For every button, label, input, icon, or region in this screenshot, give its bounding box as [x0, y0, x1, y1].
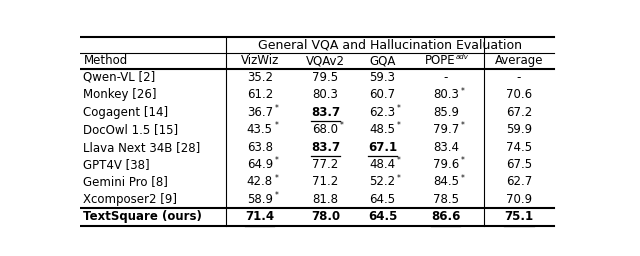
Text: 62.3: 62.3	[369, 106, 396, 119]
Text: 35.2: 35.2	[247, 71, 273, 84]
Text: 85.9: 85.9	[433, 106, 459, 119]
Text: VQAv2: VQAv2	[306, 54, 345, 67]
Text: -: -	[444, 71, 448, 84]
Text: *: *	[340, 122, 344, 131]
Text: 77.2: 77.2	[312, 158, 339, 171]
Text: 67.5: 67.5	[506, 158, 532, 171]
Text: Method: Method	[83, 54, 128, 67]
Text: Gemini Pro [8]: Gemini Pro [8]	[83, 175, 168, 188]
Text: Xcomposer2 [9]: Xcomposer2 [9]	[83, 193, 177, 206]
Text: 67.2: 67.2	[506, 106, 532, 119]
Text: 36.7: 36.7	[247, 106, 273, 119]
Text: 59.9: 59.9	[506, 123, 532, 136]
Text: 64.9: 64.9	[246, 158, 273, 171]
Text: *: *	[275, 191, 278, 200]
Text: 58.9: 58.9	[247, 193, 273, 206]
Text: *: *	[397, 156, 401, 165]
Text: DocOwl 1.5 [15]: DocOwl 1.5 [15]	[83, 123, 179, 136]
Text: 71.2: 71.2	[312, 175, 339, 188]
Text: TextSquare (ours): TextSquare (ours)	[83, 210, 202, 223]
Text: *: *	[460, 156, 464, 165]
Text: -: -	[516, 71, 521, 84]
Text: *: *	[460, 87, 464, 95]
Text: 74.5: 74.5	[506, 141, 532, 154]
Text: *: *	[397, 122, 401, 131]
Text: 62.7: 62.7	[506, 175, 532, 188]
Text: adv: adv	[456, 54, 469, 60]
Text: Average: Average	[495, 54, 543, 67]
Text: 48.4: 48.4	[369, 158, 396, 171]
Text: *: *	[397, 104, 401, 113]
Text: 81.8: 81.8	[312, 193, 339, 206]
Text: *: *	[460, 122, 464, 131]
Text: 68.0: 68.0	[312, 123, 339, 136]
Text: VizWiz: VizWiz	[241, 54, 279, 67]
Text: 61.2: 61.2	[246, 88, 273, 101]
Text: Cogagent [14]: Cogagent [14]	[83, 106, 168, 119]
Text: 71.4: 71.4	[245, 210, 275, 223]
Text: 43.5: 43.5	[247, 123, 273, 136]
Text: 83.7: 83.7	[311, 106, 340, 119]
Text: GQA: GQA	[369, 54, 396, 67]
Text: *: *	[460, 174, 464, 183]
Text: 42.8: 42.8	[247, 175, 273, 188]
Text: *: *	[275, 104, 278, 113]
Text: 78.0: 78.0	[311, 210, 340, 223]
Text: 60.7: 60.7	[369, 88, 396, 101]
Text: 83.4: 83.4	[433, 141, 459, 154]
Text: 52.2: 52.2	[369, 175, 396, 188]
Text: GPT4V [38]: GPT4V [38]	[83, 158, 150, 171]
Text: 67.1: 67.1	[368, 141, 397, 154]
Text: 70.9: 70.9	[506, 193, 532, 206]
Text: General VQA and Hallucination Evaluation: General VQA and Hallucination Evaluation	[258, 38, 522, 51]
Text: *: *	[275, 122, 278, 131]
Text: *: *	[397, 174, 401, 183]
Text: 84.5: 84.5	[433, 175, 459, 188]
Text: POPE: POPE	[424, 54, 455, 67]
Text: 70.6: 70.6	[506, 88, 532, 101]
Text: Llava Next 34B [28]: Llava Next 34B [28]	[83, 141, 201, 154]
Text: 59.3: 59.3	[369, 71, 396, 84]
Text: 83.7: 83.7	[311, 141, 340, 154]
Text: 64.5: 64.5	[368, 210, 397, 223]
Text: *: *	[275, 156, 278, 165]
Text: 86.6: 86.6	[431, 210, 461, 223]
Text: 64.5: 64.5	[369, 193, 396, 206]
Text: 80.3: 80.3	[312, 88, 339, 101]
Text: Monkey [26]: Monkey [26]	[83, 88, 157, 101]
Text: 48.5: 48.5	[369, 123, 396, 136]
Text: 75.1: 75.1	[504, 210, 534, 223]
Text: 79.6: 79.6	[433, 158, 459, 171]
Text: 80.3: 80.3	[433, 88, 459, 101]
Text: 79.7: 79.7	[433, 123, 459, 136]
Text: 63.8: 63.8	[247, 141, 273, 154]
Text: Qwen-VL [2]: Qwen-VL [2]	[83, 71, 156, 84]
Text: 78.5: 78.5	[433, 193, 459, 206]
Text: 79.5: 79.5	[312, 71, 339, 84]
Text: *: *	[275, 174, 278, 183]
